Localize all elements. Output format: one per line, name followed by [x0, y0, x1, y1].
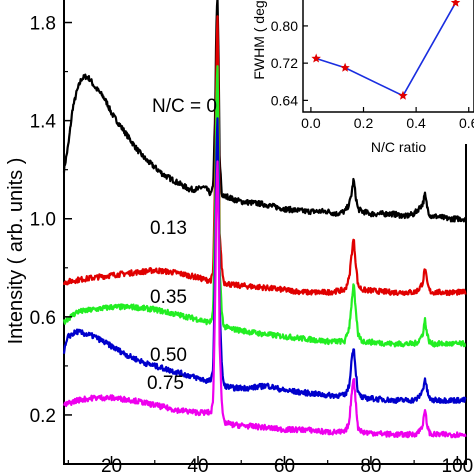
y-tick-label: 1.8 — [30, 14, 56, 35]
x-tick-label: 100 — [442, 456, 474, 474]
y-tick-label: 1.0 — [30, 210, 56, 231]
series-line-0 — [62, 0, 467, 223]
inset-point-0 — [311, 53, 321, 63]
y-tick-label: 1.4 — [30, 112, 57, 133]
series-label-3: 0.50 — [150, 345, 187, 366]
series-label-0: N/C = 0 — [152, 96, 217, 117]
main-plot: 20 40 60 80 100 0.2 0.6 1.0 1.4 1.8 Intensity ( a… — [5, 0, 473, 474]
inset-plot: 0.0 0.2 0.4 0.6 0.64 0.72 0.80 N/C ratio FWHM … — [251, 0, 474, 155]
x-tick-label: 60 — [274, 456, 295, 474]
series-line-1 — [62, 15, 467, 297]
inset-series-group — [311, 0, 461, 100]
inset-y-axis-title: FWHM ( deg — [251, 0, 267, 79]
series-labels: N/C = 0 0.13 0.35 0.50 0.75 — [147, 96, 217, 394]
series-label-1: 0.13 — [150, 218, 187, 239]
main-axis-ticks — [64, 21, 459, 464]
inset-plot-frame — [302, 0, 474, 113]
inset-y-tick-label: 0.64 — [271, 92, 298, 108]
inset-point-1 — [340, 62, 350, 72]
inset-point-3 — [450, 0, 461, 7]
inset-y-tick-label: 0.72 — [271, 55, 298, 71]
series-line-2 — [62, 65, 467, 348]
inset-point-2 — [398, 90, 408, 100]
inset-x-tick-label: 0.6 — [459, 115, 474, 131]
y-axis-title: Intensity ( arb. units ) — [5, 158, 27, 345]
inset-y-tick-label: 0.80 — [271, 18, 298, 34]
inset-axis-tick-labels: 0.0 0.2 0.4 0.6 0.64 0.72 0.80 — [271, 18, 474, 131]
inset-x-tick-label: 0.4 — [406, 115, 426, 131]
inset-x-tick-label: 0.2 — [354, 115, 374, 131]
main-plot-frame — [63, 0, 467, 465]
inset-x-tick-label: 0.0 — [301, 115, 321, 131]
inset-series-line — [315, 2, 457, 97]
main-axis-tick-labels: 20 40 60 80 100 0.2 0.6 1.0 1.4 1.8 — [30, 14, 474, 474]
y-tick-label: 0.2 — [30, 406, 56, 427]
main-series-group — [62, 0, 467, 439]
series-line-3 — [62, 117, 467, 404]
y-tick-label: 0.6 — [30, 308, 56, 329]
x-tick-label: 80 — [360, 456, 381, 474]
inset-background — [255, 0, 474, 144]
x-tick-label: 40 — [187, 456, 208, 474]
series-label-4: 0.75 — [147, 373, 184, 394]
inset-axis-ticks — [303, 25, 470, 112]
series-line-4 — [62, 160, 467, 439]
inset-x-axis-title: N/C ratio — [371, 139, 426, 155]
x-tick-label: 20 — [101, 456, 122, 474]
series-label-2: 0.35 — [150, 287, 187, 308]
